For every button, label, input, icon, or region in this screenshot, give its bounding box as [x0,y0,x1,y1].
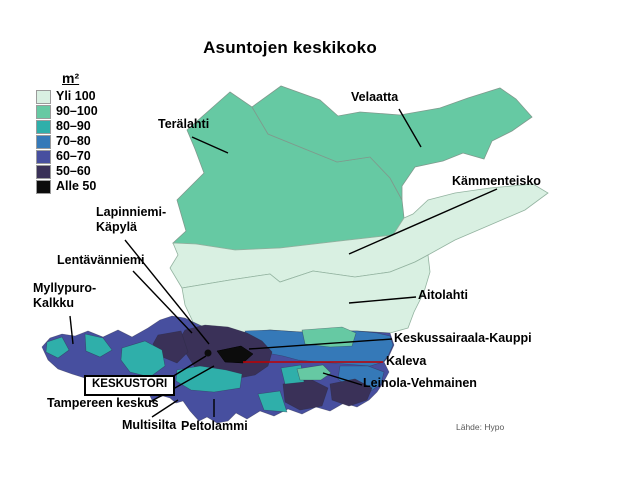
leader-tampereen-keskus [149,365,215,403]
legend-item-70-80: 70–80 [36,134,126,149]
label-tampereen-keskus: Tampereen keskus [47,396,159,410]
label-kaleva: Kaleva [386,354,427,368]
legend-swatch-50-60 [36,164,51,179]
label-leinola-vehmainen: Leinola-Vehmainen [363,376,477,390]
leader-kammenteisko [348,188,498,255]
region-leinola-vehmainen-area [296,364,332,381]
legend: m² Yli 100 90–100 80–90 70–80 60–70 50–6… [36,70,126,195]
legend-title: m² [62,70,80,86]
leader-aitolahti [348,296,417,304]
legend-swatch-90-100 [36,104,51,119]
legend-item-90-100: 90–100 [36,104,126,119]
region-teal-west-a [45,336,70,359]
leader-multisilta [151,399,179,418]
label-velaatta: Velaatta [351,90,399,104]
keskustori-point-marker [204,349,212,357]
leader-lentavanniemi [132,270,193,334]
source-note: Lähde: Hypo [456,422,505,432]
page-title: Asuntojen keskikoko [203,38,377,57]
label-lentavanniemi: Lentävänniemi [57,253,145,267]
legend-swatch-70-80 [36,134,51,149]
legend-swatch-yli-100 [36,89,51,104]
label-myllypuro-kalkku: Myllypuro- Kalkku [33,281,97,310]
legend-item-80-90: 80–90 [36,119,126,134]
leader-lines [69,108,498,418]
legend-swatch-60-70 [36,149,51,164]
leader-lapinniemi-kapyla [124,239,210,345]
leader-keskussairaala-kauppi [248,338,393,350]
label-lapinniemi-kapyla: Lapinniemi- Käpylä [96,205,167,234]
label-teralahti: Terälahti [158,117,210,131]
legend-item-alle-50: Alle 50 [36,179,126,194]
region-teal-east-b [257,390,288,413]
leader-leinola-vehmainen [322,372,363,386]
legend-item-yli-100: Yli 100 [36,89,126,104]
legend-swatch-alle-50 [36,179,51,194]
legend-swatch-80-90 [36,119,51,134]
leader-myllypuro-kalkku [69,315,74,345]
legend-item-50-60: 50–60 [36,164,126,179]
label-keskussairaala-kauppi: Keskussairaala-Kauppi [394,331,532,345]
label-multisilta: Multisilta [122,418,177,432]
leader-teralahti [191,136,229,154]
region-teal-midwest [120,340,166,378]
label-keskustori: KESKUSTORI [84,375,176,396]
region-kaleva-alle-50 [216,345,254,364]
label-aitolahti: Aitolahti [418,288,468,302]
region-velaatta [251,85,533,201]
region-southeast-50-60 [329,378,373,407]
leader-velaatta [398,108,422,148]
label-peltolammi: Peltolammi [181,419,248,433]
label-kammenteisko: Kämmenteisko [452,174,541,188]
legend-item-60-70: 60–70 [36,149,126,164]
region-teal-west-b [84,333,113,358]
